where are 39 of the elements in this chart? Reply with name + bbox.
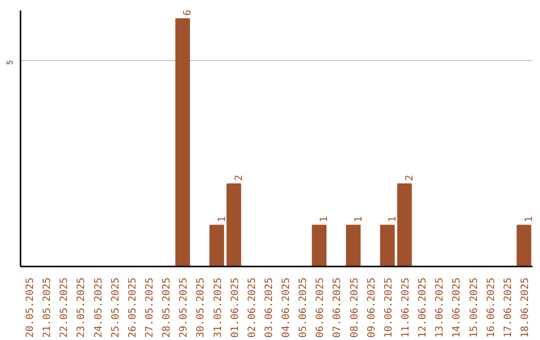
x-tick-label: 21.05.2025 <box>42 277 54 338</box>
x-tick-label: 06.06.2025 <box>315 277 326 338</box>
x-tick-label: 01.06.2025 <box>230 277 241 338</box>
x-tick-label: 15.06.2025 <box>468 277 480 338</box>
x-tick-label: 17.06.2025 <box>502 277 514 338</box>
x-tick-label: 30.05.2025 <box>196 277 207 338</box>
x-tick-label: 23.05.2025 <box>76 277 88 338</box>
x-tick-label: 25.05.2025 <box>110 277 122 338</box>
data-label: 1 <box>353 216 364 222</box>
data-label: 1 <box>387 216 398 222</box>
data-label: 1 <box>319 216 330 222</box>
x-tick-label: 27.05.2025 <box>144 277 156 338</box>
x-tick-label: 26.05.2025 <box>127 277 138 338</box>
y-tick-label: 5 <box>6 60 14 65</box>
x-tick-label: 18.06.2025 <box>520 277 531 338</box>
data-label: 2 <box>234 174 245 181</box>
x-tick-label: 24.05.2025 <box>93 277 104 338</box>
data-label: 6 <box>182 10 194 16</box>
x-tick-label: 11.06.2025 <box>400 277 412 338</box>
x-tick-label: 04.06.2025 <box>281 277 292 338</box>
x-tick-label: 05.06.2025 <box>298 277 310 338</box>
data-label: 1 <box>216 216 228 222</box>
x-tick-label: 20.05.2025 <box>25 277 36 338</box>
x-tick-label: 07.06.2025 <box>332 277 344 338</box>
data-label: 2 <box>404 174 416 181</box>
x-tick-label: 14.06.2025 <box>452 277 463 338</box>
x-tick-label: 09.06.2025 <box>366 277 378 338</box>
x-tick-label: 22.05.2025 <box>59 277 70 338</box>
x-tick-label: 31.05.2025 <box>212 277 224 338</box>
x-tick-label: 13.06.2025 <box>434 277 446 338</box>
x-tick-label: 03.06.2025 <box>264 277 275 338</box>
x-tick-label: 29.05.2025 <box>178 277 190 338</box>
x-tick-label: 08.06.2025 <box>349 277 360 338</box>
x-tick-label: 12.06.2025 <box>418 277 429 338</box>
x-tick-label: 16.06.2025 <box>486 277 497 338</box>
x-tick-label: 28.05.2025 <box>162 277 173 338</box>
x-tick-label: 10.06.2025 <box>383 277 394 338</box>
data-label: 1 <box>524 216 535 222</box>
x-tick-label: 02.06.2025 <box>246 277 258 338</box>
